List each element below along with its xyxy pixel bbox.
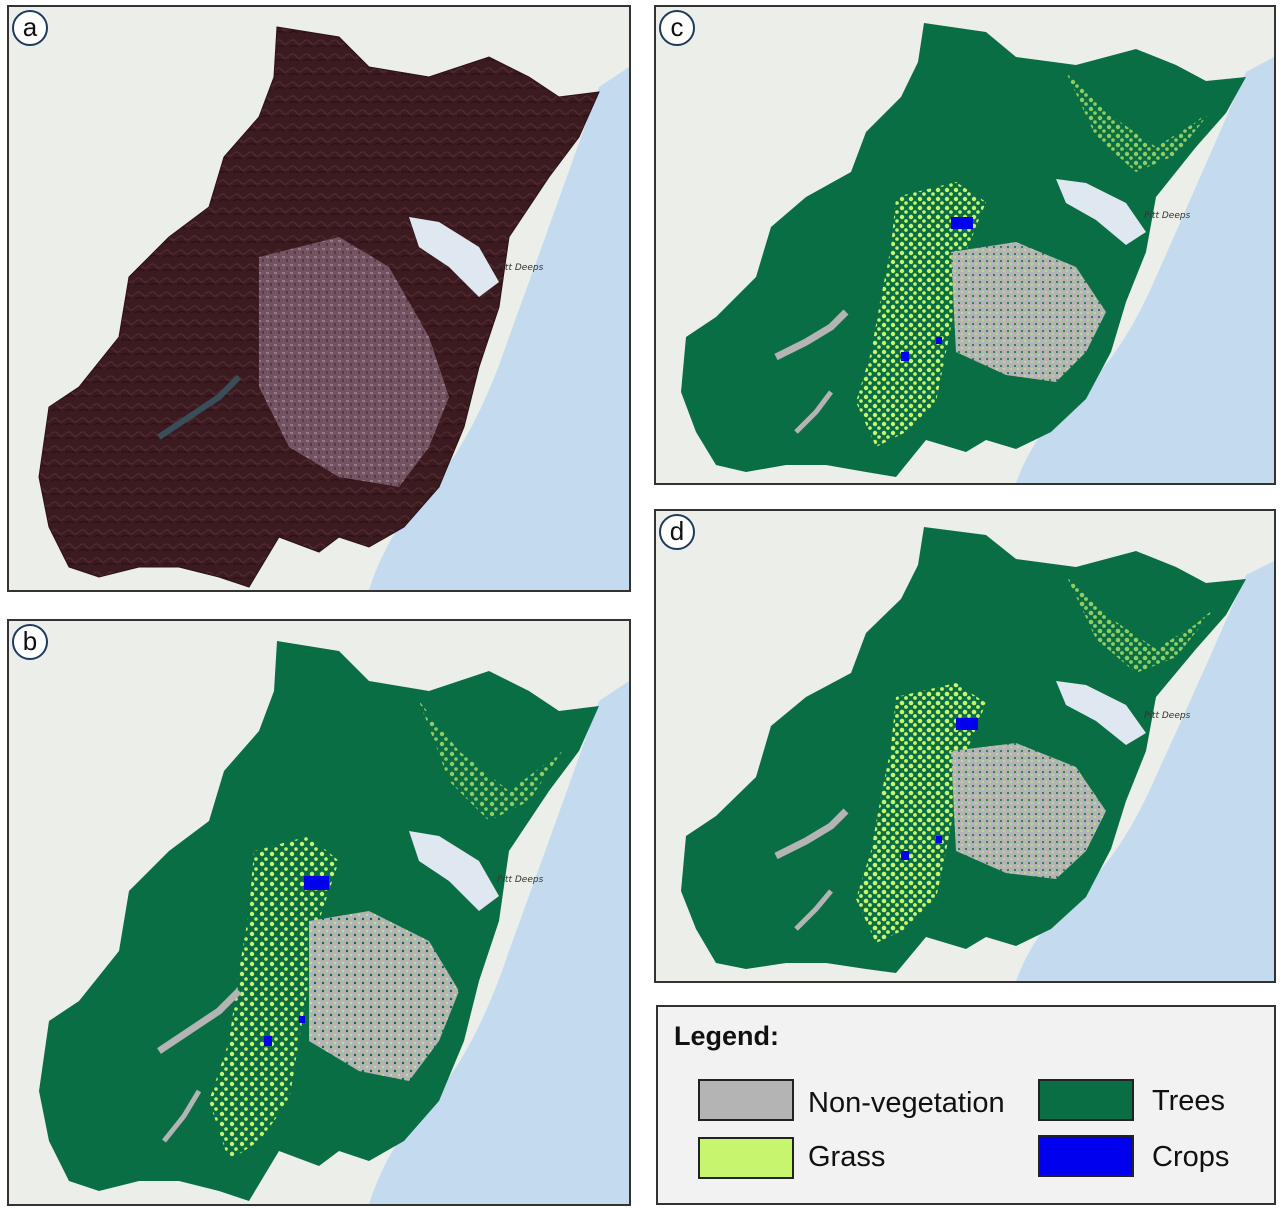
- map-panel-b: b Pitt Deeps: [7, 619, 631, 1206]
- class-crops: [304, 876, 329, 890]
- map-panel-a: a Pitt Deeps: [7, 5, 631, 592]
- place-label: Pitt Deeps: [1144, 711, 1191, 721]
- urban-area: [259, 237, 449, 487]
- river-estuary: [409, 217, 499, 297]
- legend-swatch-trees: [1038, 1079, 1134, 1121]
- legend-label-trees: Trees: [1152, 1085, 1226, 1117]
- class-grass: [209, 836, 339, 1161]
- legend-label-non-vegetation: Non-vegetation: [808, 1087, 1005, 1119]
- panel-d-label: d: [659, 514, 695, 550]
- legend-title: Legend:: [674, 1021, 779, 1051]
- panel-a-label: a: [12, 10, 48, 46]
- legend-swatch-crops: [1038, 1135, 1134, 1177]
- map-panel-c: c Pitt Deeps: [654, 5, 1276, 485]
- legend-label-crops: Crops: [1152, 1141, 1230, 1173]
- ocean: [369, 67, 629, 590]
- place-label: Pitt Deeps: [1144, 211, 1191, 221]
- map-d-svg: [656, 511, 1274, 981]
- panel-b-label: b: [12, 624, 48, 660]
- panel-c-label: c: [659, 10, 695, 46]
- legend: Legend: Non-vegetation Trees Grass Crops: [656, 1005, 1276, 1205]
- map-panel-d: d Pitt Deeps: [654, 509, 1276, 983]
- map-c-svg: [656, 7, 1274, 483]
- legend-swatch-grass: [698, 1137, 794, 1179]
- class-non-vegetation: [309, 911, 459, 1081]
- legend-label-grass: Grass: [808, 1141, 886, 1173]
- place-label: Pitt Deeps: [497, 875, 544, 885]
- map-a-svg: [9, 7, 629, 590]
- place-label: Pitt Deeps: [497, 263, 544, 273]
- legend-swatch-non-vegetation: [698, 1079, 794, 1121]
- map-b-svg: [9, 621, 629, 1204]
- reservoir: [157, 374, 242, 440]
